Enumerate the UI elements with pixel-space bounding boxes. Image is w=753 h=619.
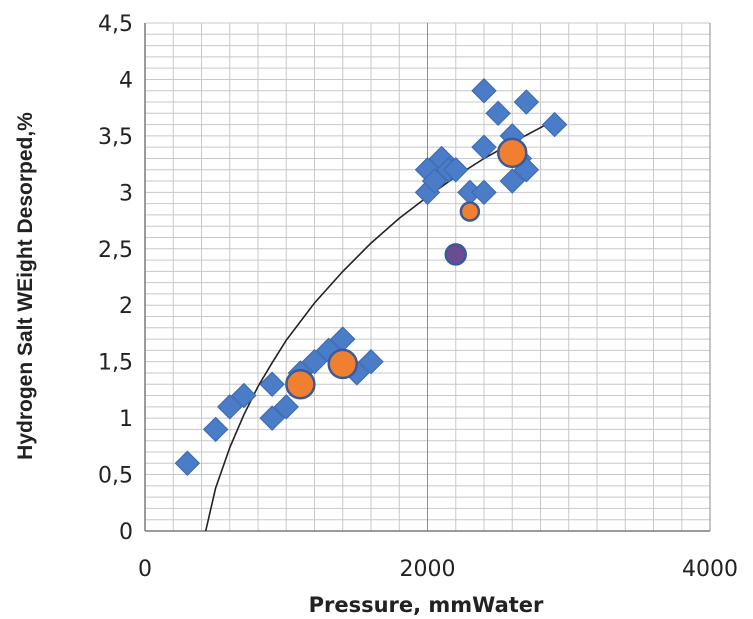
y-tick-label: 4 <box>119 68 133 93</box>
y-tick-label: 0,5 <box>98 464 133 489</box>
grid-lines <box>144 22 711 532</box>
x-tick-label: 0 <box>138 557 152 582</box>
data-point-diamond <box>301 348 328 375</box>
data-point-orange <box>497 137 528 169</box>
data-point-diamond <box>174 450 201 476</box>
data-point-diamond <box>443 157 469 183</box>
data-points <box>174 78 568 476</box>
y-axis-label: Hydrogen Salt WEight Desorped,% <box>14 112 37 460</box>
data-point-diamond <box>217 394 243 420</box>
data-point-diamond <box>471 134 497 160</box>
data-point-diamond <box>499 168 525 194</box>
data-point-purple <box>444 243 467 266</box>
data-point-orange <box>459 201 481 222</box>
trendline <box>204 119 555 532</box>
y-tick-label: 0 <box>119 520 133 545</box>
y-tick-label: 3 <box>119 181 133 206</box>
x-tick-label: 4000 <box>682 557 738 582</box>
data-point-diamond <box>471 78 497 104</box>
x-axis-label: Pressure, mmWater <box>309 593 544 617</box>
y-tick-label: 4,5 <box>98 12 133 37</box>
data-point-diamond <box>485 100 511 127</box>
data-point-diamond <box>273 394 299 420</box>
y-tick-label: 2 <box>119 294 133 319</box>
y-tick-label: 1 <box>119 407 133 432</box>
data-point-diamond <box>471 179 497 206</box>
x-tick-labels: 0 2000 4000 <box>138 557 738 582</box>
y-tick-label: 2,5 <box>98 238 133 263</box>
x-tick-label: 2000 <box>400 557 456 582</box>
data-point-diamond <box>421 168 448 194</box>
y-tick-labels: 0 0,5 1 1,5 2 2,5 3 3,5 4 4,5 <box>98 12 133 545</box>
trendline-group <box>204 119 555 532</box>
data-point-diamond <box>541 111 568 138</box>
data-point-orange <box>285 368 316 400</box>
data-point-diamond <box>358 348 384 375</box>
y-tick-label: 3,5 <box>98 125 133 150</box>
data-point-diamond <box>231 382 257 409</box>
data-point-diamond <box>259 405 285 431</box>
data-point-diamond <box>513 89 540 115</box>
data-point-diamond <box>202 416 229 443</box>
axes <box>144 23 710 532</box>
y-tick-label: 1,5 <box>98 351 133 376</box>
data-point-orange <box>327 348 358 380</box>
data-point-diamond <box>259 371 285 397</box>
